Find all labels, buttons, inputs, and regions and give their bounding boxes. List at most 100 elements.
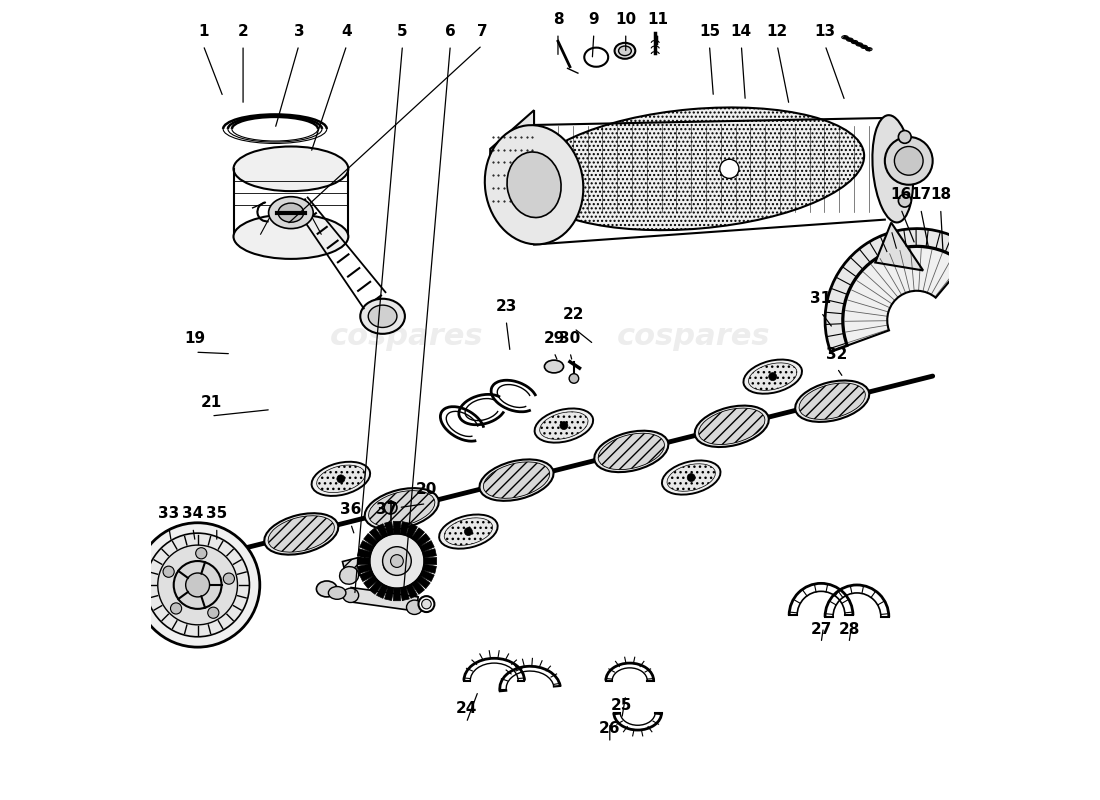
Ellipse shape bbox=[662, 461, 720, 494]
Ellipse shape bbox=[233, 214, 349, 259]
Ellipse shape bbox=[264, 514, 339, 554]
Ellipse shape bbox=[268, 516, 334, 552]
Text: 8: 8 bbox=[552, 12, 563, 27]
Circle shape bbox=[899, 194, 911, 207]
Polygon shape bbox=[385, 522, 394, 535]
Wedge shape bbox=[825, 229, 976, 352]
Ellipse shape bbox=[698, 408, 764, 445]
Circle shape bbox=[146, 533, 250, 637]
Ellipse shape bbox=[361, 298, 405, 334]
Ellipse shape bbox=[884, 137, 933, 185]
Text: 30: 30 bbox=[559, 330, 581, 346]
Text: 17: 17 bbox=[910, 187, 932, 202]
Text: 3: 3 bbox=[294, 24, 305, 39]
Ellipse shape bbox=[485, 125, 583, 244]
Ellipse shape bbox=[528, 107, 865, 230]
Ellipse shape bbox=[368, 305, 397, 327]
Ellipse shape bbox=[535, 409, 593, 442]
Text: 35: 35 bbox=[206, 506, 228, 521]
Text: 11: 11 bbox=[647, 12, 668, 27]
Ellipse shape bbox=[444, 518, 493, 546]
Text: 5: 5 bbox=[397, 24, 408, 39]
Polygon shape bbox=[422, 564, 437, 574]
Circle shape bbox=[170, 603, 182, 614]
Text: 12: 12 bbox=[767, 24, 788, 39]
Polygon shape bbox=[376, 584, 388, 598]
Circle shape bbox=[569, 374, 579, 383]
Polygon shape bbox=[358, 564, 372, 574]
Text: 4: 4 bbox=[341, 24, 352, 39]
Ellipse shape bbox=[278, 203, 304, 222]
Text: 32: 32 bbox=[826, 346, 848, 362]
Text: 16: 16 bbox=[890, 187, 912, 202]
Text: 14: 14 bbox=[730, 24, 752, 39]
Bar bbox=[349, 587, 418, 611]
Circle shape bbox=[157, 545, 238, 625]
Polygon shape bbox=[411, 528, 425, 542]
Polygon shape bbox=[360, 541, 374, 552]
Text: 13: 13 bbox=[814, 24, 836, 39]
Ellipse shape bbox=[540, 412, 589, 439]
Circle shape bbox=[186, 573, 210, 597]
Circle shape bbox=[719, 159, 739, 178]
Circle shape bbox=[954, 344, 967, 357]
Polygon shape bbox=[876, 222, 923, 270]
Polygon shape bbox=[416, 534, 430, 546]
Ellipse shape bbox=[480, 459, 553, 501]
Text: cospares: cospares bbox=[617, 322, 770, 350]
Circle shape bbox=[384, 502, 397, 514]
Text: 34: 34 bbox=[183, 506, 204, 521]
Ellipse shape bbox=[329, 586, 345, 599]
Ellipse shape bbox=[317, 465, 365, 493]
Ellipse shape bbox=[618, 46, 631, 56]
Polygon shape bbox=[358, 558, 370, 565]
Ellipse shape bbox=[615, 43, 636, 58]
Text: 29: 29 bbox=[543, 330, 564, 346]
Polygon shape bbox=[420, 541, 434, 552]
Ellipse shape bbox=[268, 197, 313, 229]
Ellipse shape bbox=[365, 488, 439, 530]
Ellipse shape bbox=[340, 566, 359, 584]
Circle shape bbox=[899, 130, 911, 143]
Circle shape bbox=[383, 546, 411, 575]
Circle shape bbox=[223, 573, 234, 584]
Bar bbox=[342, 550, 393, 578]
Text: 26: 26 bbox=[600, 722, 620, 737]
Polygon shape bbox=[394, 588, 400, 601]
Circle shape bbox=[418, 596, 434, 612]
Ellipse shape bbox=[594, 430, 669, 472]
Circle shape bbox=[163, 566, 174, 578]
Ellipse shape bbox=[233, 146, 349, 191]
Polygon shape bbox=[360, 570, 374, 582]
Ellipse shape bbox=[748, 363, 796, 390]
Polygon shape bbox=[416, 575, 430, 589]
Text: 15: 15 bbox=[698, 24, 720, 39]
Polygon shape bbox=[420, 570, 434, 582]
Polygon shape bbox=[394, 522, 400, 534]
Text: 6: 6 bbox=[446, 24, 455, 39]
Text: 18: 18 bbox=[931, 187, 952, 202]
Ellipse shape bbox=[598, 434, 664, 470]
Ellipse shape bbox=[544, 360, 563, 373]
Polygon shape bbox=[400, 586, 409, 601]
Circle shape bbox=[769, 373, 777, 381]
Text: 24: 24 bbox=[455, 702, 477, 717]
Circle shape bbox=[464, 528, 472, 535]
Circle shape bbox=[208, 607, 219, 618]
Polygon shape bbox=[491, 110, 535, 227]
Text: 9: 9 bbox=[588, 12, 600, 27]
Text: 31: 31 bbox=[811, 291, 832, 306]
Ellipse shape bbox=[695, 406, 769, 447]
Ellipse shape bbox=[744, 359, 802, 394]
Text: 37: 37 bbox=[376, 502, 397, 517]
Text: 7: 7 bbox=[477, 24, 487, 39]
Ellipse shape bbox=[368, 490, 434, 527]
Text: cospares: cospares bbox=[330, 322, 483, 350]
Circle shape bbox=[560, 422, 568, 430]
Polygon shape bbox=[370, 528, 383, 542]
Polygon shape bbox=[411, 580, 425, 594]
Ellipse shape bbox=[799, 383, 866, 419]
Circle shape bbox=[370, 534, 424, 588]
Ellipse shape bbox=[507, 152, 561, 218]
Text: 20: 20 bbox=[416, 482, 437, 498]
